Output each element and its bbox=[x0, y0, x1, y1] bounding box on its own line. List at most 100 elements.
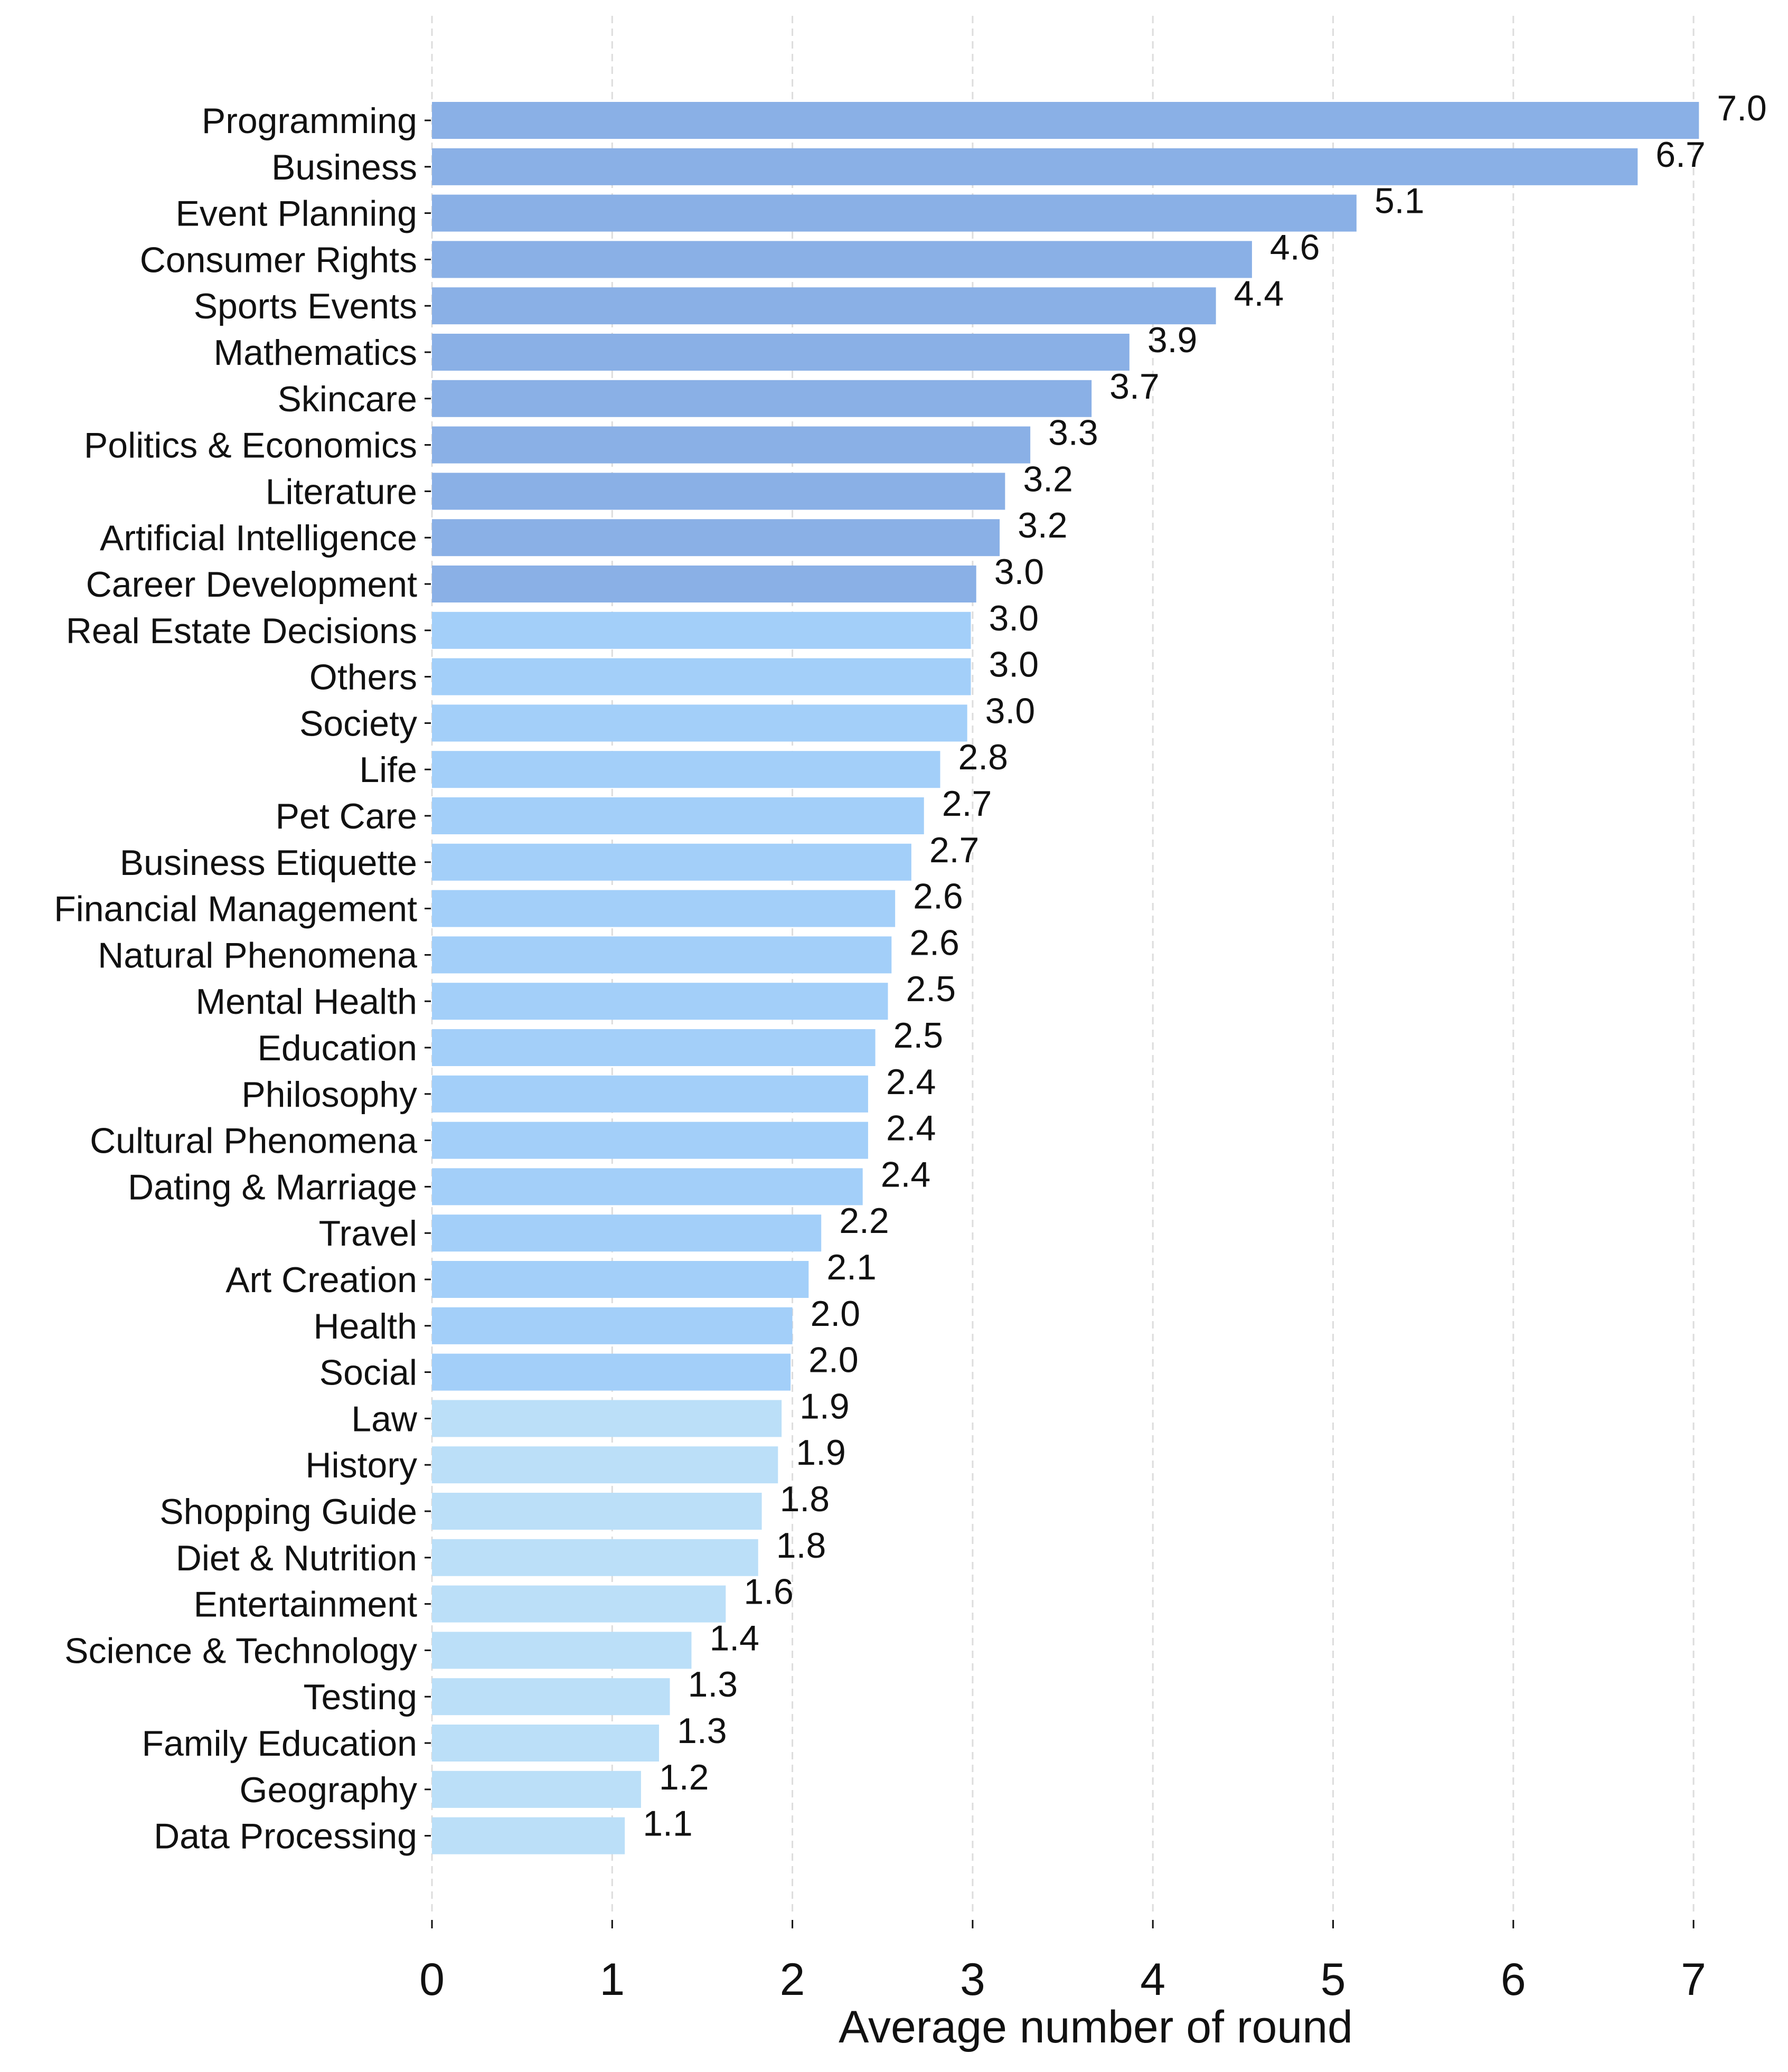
bar bbox=[432, 751, 940, 788]
x-axis-title: Average number of round bbox=[839, 2002, 1353, 2052]
bar bbox=[432, 426, 1031, 464]
category-label: Real Estate Decisions bbox=[66, 611, 417, 651]
data-label: 3.7 bbox=[1109, 366, 1160, 407]
bar bbox=[432, 1585, 726, 1623]
x-tick-label: 2 bbox=[780, 1954, 805, 2005]
category-label: Sports Events bbox=[194, 286, 417, 326]
x-tick-label: 6 bbox=[1501, 1954, 1526, 2005]
data-label: 1.8 bbox=[780, 1479, 830, 1519]
data-label: 3.2 bbox=[1023, 459, 1073, 499]
data-label: 2.4 bbox=[881, 1154, 931, 1194]
category-label: Law bbox=[351, 1399, 418, 1439]
bar bbox=[432, 519, 1000, 557]
bar bbox=[432, 1353, 791, 1391]
category-label: Career Development bbox=[86, 564, 418, 605]
category-label: Business Etiquette bbox=[120, 843, 417, 883]
category-label: Dating & Marriage bbox=[128, 1167, 417, 1207]
bar bbox=[432, 1122, 868, 1159]
data-label: 2.5 bbox=[893, 1015, 944, 1056]
category-label: Financial Management bbox=[54, 889, 417, 929]
bar bbox=[432, 1446, 778, 1484]
bar bbox=[432, 983, 888, 1020]
data-label: 3.0 bbox=[989, 598, 1039, 638]
bar bbox=[432, 611, 971, 649]
data-label: 2.7 bbox=[929, 830, 980, 870]
category-label: History bbox=[305, 1445, 417, 1485]
category-label: Testing bbox=[304, 1677, 417, 1717]
data-label: 3.9 bbox=[1147, 320, 1198, 360]
category-label: Event Planning bbox=[176, 194, 417, 234]
category-label: Business bbox=[271, 147, 417, 187]
data-label: 1.3 bbox=[677, 1711, 727, 1751]
bar bbox=[432, 1214, 822, 1252]
data-label: 2.1 bbox=[826, 1247, 877, 1287]
data-label: 5.1 bbox=[1375, 181, 1425, 221]
bar bbox=[432, 936, 892, 974]
bar bbox=[432, 1632, 692, 1669]
bar bbox=[432, 148, 1638, 185]
category-label: Mathematics bbox=[214, 333, 417, 373]
category-label: Social bbox=[319, 1353, 417, 1393]
data-label: 2.8 bbox=[958, 737, 1008, 777]
data-label: 1.6 bbox=[744, 1572, 794, 1612]
category-label: Education bbox=[258, 1028, 417, 1068]
data-label: 1.4 bbox=[709, 1618, 759, 1658]
bar bbox=[432, 1678, 670, 1716]
x-tick-label: 0 bbox=[419, 1954, 445, 2005]
bar bbox=[432, 241, 1252, 278]
data-label: 3.0 bbox=[994, 552, 1044, 592]
data-label: 3.0 bbox=[989, 645, 1039, 685]
bar bbox=[432, 1307, 793, 1344]
bar bbox=[432, 1725, 660, 1762]
data-label: 1.8 bbox=[776, 1525, 826, 1566]
data-label: 2.4 bbox=[886, 1108, 936, 1148]
category-label: Natural Phenomena bbox=[98, 935, 417, 975]
data-label: 2.6 bbox=[909, 922, 959, 963]
data-label: 2.7 bbox=[942, 784, 992, 824]
data-label: 2.4 bbox=[886, 1062, 936, 1102]
data-label: 1.9 bbox=[796, 1433, 846, 1473]
bar bbox=[432, 658, 971, 695]
x-tick-label: 5 bbox=[1321, 1954, 1346, 2005]
category-label: Data Processing bbox=[154, 1816, 417, 1857]
category-label: Shopping Guide bbox=[159, 1492, 417, 1532]
x-tick-label: 4 bbox=[1140, 1954, 1165, 2005]
data-label: 4.4 bbox=[1234, 274, 1284, 314]
bar bbox=[432, 843, 911, 881]
category-label: Diet & Nutrition bbox=[176, 1538, 417, 1578]
category-label: Family Education bbox=[142, 1723, 417, 1764]
bar bbox=[432, 1168, 863, 1205]
bar bbox=[432, 334, 1130, 371]
bar bbox=[432, 287, 1216, 325]
category-label: Society bbox=[299, 703, 417, 743]
category-label: Pet Care bbox=[276, 796, 417, 836]
bar bbox=[432, 380, 1092, 417]
bars bbox=[432, 102, 1699, 1854]
data-label: 2.0 bbox=[811, 1294, 861, 1334]
category-label: Entertainment bbox=[194, 1585, 417, 1625]
bar bbox=[432, 194, 1357, 232]
data-label: 1.1 bbox=[643, 1804, 693, 1844]
x-tick-label: 1 bbox=[599, 1954, 625, 2005]
category-label: Art Creation bbox=[225, 1260, 417, 1300]
category-label: Programming bbox=[202, 101, 417, 141]
category-label: Science & Technology bbox=[64, 1631, 417, 1671]
category-label: Geography bbox=[240, 1770, 417, 1810]
bar bbox=[432, 1261, 809, 1298]
category-label: Consumer Rights bbox=[140, 240, 417, 280]
bar bbox=[432, 566, 976, 602]
data-label: 4.6 bbox=[1270, 227, 1320, 267]
x-tick-label: 3 bbox=[960, 1954, 985, 2005]
bar bbox=[432, 1539, 758, 1576]
bar bbox=[432, 1770, 641, 1808]
data-label: 2.5 bbox=[906, 969, 956, 1009]
category-label: Health bbox=[313, 1306, 417, 1346]
data-label: 3.0 bbox=[985, 691, 1036, 731]
data-label: 1.9 bbox=[799, 1386, 850, 1426]
bar bbox=[432, 1493, 762, 1530]
x-tick-label: 7 bbox=[1681, 1954, 1706, 2005]
data-label: 2.2 bbox=[839, 1201, 889, 1241]
data-label: 1.2 bbox=[659, 1757, 709, 1797]
category-label: Literature bbox=[266, 472, 417, 512]
